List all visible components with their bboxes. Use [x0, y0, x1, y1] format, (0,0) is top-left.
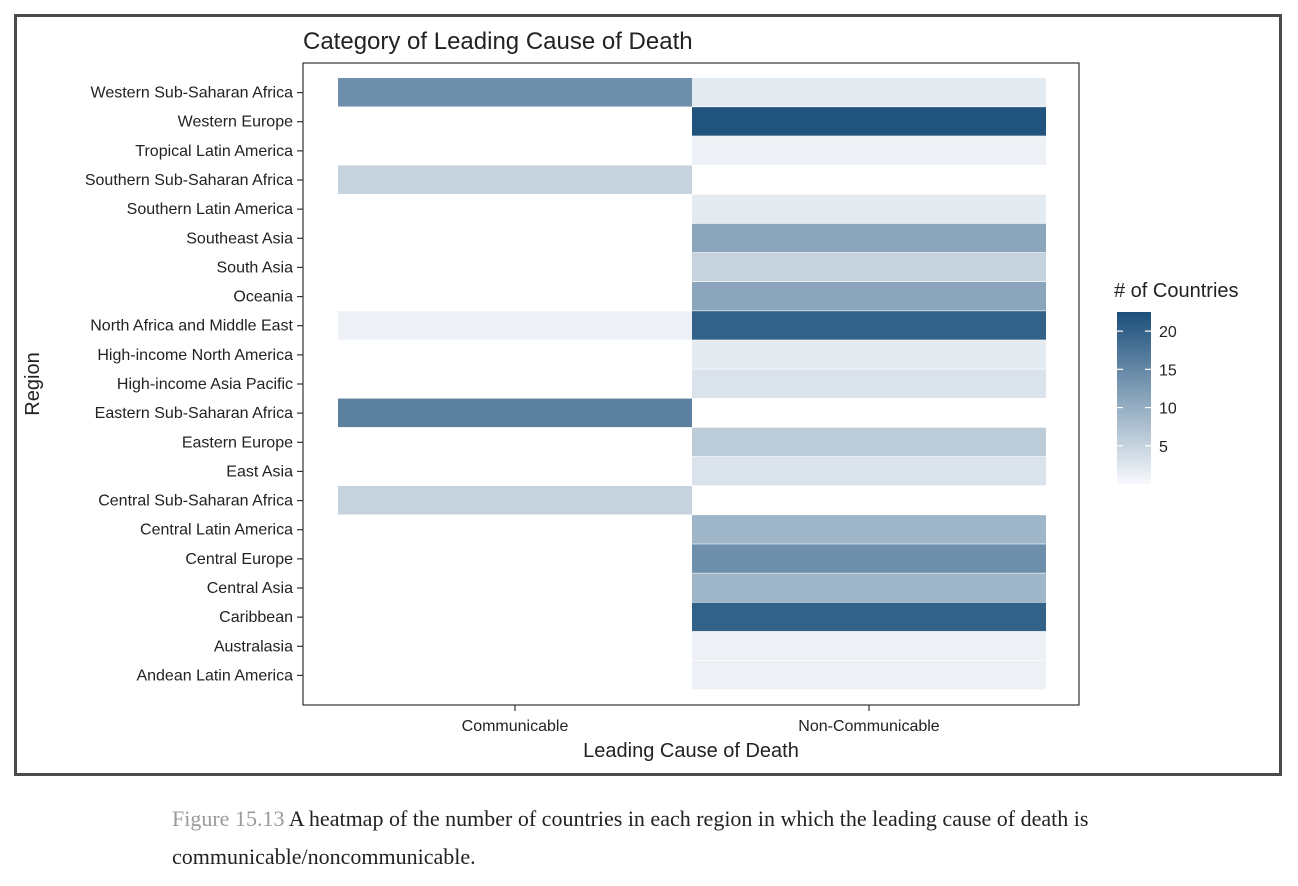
- y-axis-title: Region: [22, 352, 44, 415]
- heatmap-cell: [338, 398, 692, 428]
- heatmap-cell: [692, 194, 1046, 224]
- heatmap-cell: [338, 78, 692, 107]
- y-tick-label: Oceania: [233, 289, 293, 306]
- y-tick-label: North Africa and Middle East: [90, 318, 293, 335]
- y-tick-label: Australasia: [214, 638, 293, 655]
- heatmap-cell: [692, 427, 1046, 457]
- heatmap-cell: [692, 340, 1046, 369]
- heatmap-cell: [692, 223, 1046, 253]
- legend-colorbar: [1117, 312, 1151, 484]
- y-tick-label: High-income Asia Pacific: [117, 376, 293, 393]
- figure-frame: Category of Leading Cause of Death Weste…: [14, 14, 1282, 776]
- heatmap-cell: [692, 311, 1046, 340]
- y-tick-label: Caribbean: [219, 609, 293, 626]
- heatmap-cell: [692, 136, 1046, 165]
- heatmap-cell: [692, 515, 1046, 544]
- legend-tick-label: 10: [1159, 401, 1177, 418]
- y-tick-label: Western Europe: [178, 114, 293, 131]
- y-tick-label: East Asia: [226, 463, 293, 480]
- y-tick-label: Central Sub-Saharan Africa: [98, 493, 293, 510]
- heatmap-cell: [692, 602, 1046, 632]
- x-axis: Communicable Non-Communicable: [462, 705, 940, 735]
- y-tick-label: Central Europe: [185, 551, 293, 568]
- x-tick-label: Communicable: [462, 718, 569, 735]
- legend-tick-label: 5: [1159, 439, 1168, 456]
- heatmap-cell: [692, 369, 1046, 398]
- figure-label: Figure 15.13: [172, 806, 285, 831]
- heatmap-cell: [692, 282, 1046, 311]
- y-tick-label: Southern Sub-Saharan Africa: [85, 172, 293, 189]
- heatmap-cell: [692, 456, 1046, 486]
- y-tick-label: Central Latin America: [140, 522, 293, 539]
- y-tick-label: Eastern Sub-Saharan Africa: [95, 405, 293, 422]
- legend-tick-label: 20: [1159, 324, 1177, 341]
- y-tick-label: South Asia: [217, 259, 294, 276]
- x-tick-label: Non-Communicable: [798, 718, 939, 735]
- x-axis-title: Leading Cause of Death: [583, 740, 799, 762]
- caption-text: A heatmap of the number of countries in …: [172, 806, 1089, 869]
- chart-title: Category of Leading Cause of Death: [303, 28, 693, 55]
- heatmap-cell: [692, 631, 1046, 661]
- y-tick-label: Western Sub-Saharan Africa: [91, 85, 294, 102]
- y-tick-label: Central Asia: [207, 580, 293, 597]
- legend-tick-label: 15: [1159, 362, 1177, 379]
- y-axis: Western Sub-Saharan Africa Western Europe…: [85, 85, 303, 684]
- heatmap-cell: [692, 573, 1046, 602]
- y-tick-label: Eastern Europe: [182, 434, 293, 451]
- y-tick-label: Southern Latin America: [127, 201, 293, 218]
- heatmap-cell: [692, 544, 1046, 573]
- y-tick-label: Andean Latin America: [136, 667, 293, 684]
- heatmap-cell: [692, 660, 1046, 690]
- y-tick-label: Tropical Latin America: [135, 143, 293, 160]
- legend-title: # of Countries: [1114, 280, 1239, 302]
- y-tick-label: Southeast Asia: [186, 230, 293, 247]
- heatmap-cell: [338, 165, 692, 194]
- heatmap-cell: [692, 78, 1046, 107]
- heatmap-cell: [338, 486, 692, 515]
- y-tick-label: High-income North America: [97, 347, 293, 364]
- heatmap-chart: Category of Leading Cause of Death Weste…: [22, 28, 1239, 762]
- heatmap-cell: [338, 311, 692, 340]
- color-legend: # of Countries 5 10 15 20: [1114, 280, 1239, 484]
- heatmap-cells: [338, 78, 1046, 690]
- heatmap-cell: [692, 107, 1046, 136]
- heatmap-cell: [692, 252, 1046, 282]
- figure-caption: Figure 15.13 A heatmap of the number of …: [172, 800, 1132, 876]
